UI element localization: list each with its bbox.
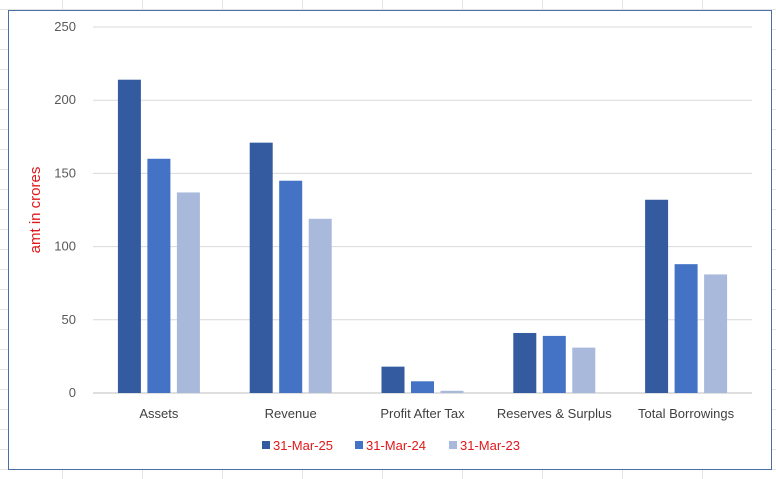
bar-revenue-1[interactable] [279,180,303,393]
legend-swatch [355,441,363,449]
bar-assets-0[interactable] [117,79,141,393]
legend-label: 31-Mar-24 [366,438,426,453]
bar-profit-after-tax-0[interactable] [381,366,405,393]
legend-label: 31-Mar-23 [460,438,520,453]
y-tick-label: 50 [62,312,76,327]
x-category-label: Revenue [265,406,317,421]
bars [117,79,728,393]
x-category-label: Total Borrowings [638,406,735,421]
bar-profit-after-tax-1[interactable] [411,381,434,393]
legend-swatch [262,441,270,449]
y-tick-label: 250 [54,19,76,34]
legend-swatch [449,441,457,449]
legend-label: 31-Mar-25 [273,438,333,453]
bar-total-borrowings-2[interactable] [704,274,728,393]
x-category-label: Reserves & Surplus [497,406,612,421]
y-tick-label: 100 [54,239,76,254]
bar-revenue-2[interactable] [308,218,332,393]
y-axis-ticks: 0 50 100 150 200 250 [54,19,76,400]
bar-total-borrowings-1[interactable] [674,264,698,393]
x-category-label: Profit After Tax [380,406,465,421]
bar-reserves-surplus-2[interactable] [572,347,596,393]
y-tick-label: 200 [54,92,76,107]
bar-profit-after-tax-2[interactable] [440,390,464,393]
y-axis-label: amt in crores [27,167,44,254]
x-category-label: Assets [139,406,179,421]
y-tick-label: 150 [54,165,76,180]
bar-assets-2[interactable] [176,192,200,393]
x-axis-categories: Assets Revenue Profit After Tax Reserves & … [139,406,734,421]
y-tick-label: 0 [69,385,76,400]
bar-reserves-surplus-0[interactable] [513,332,537,393]
gridlines [93,26,752,394]
bar-revenue-0[interactable] [249,142,273,393]
bar-total-borrowings-0[interactable] [645,199,669,393]
legend[interactable]: 31-Mar-25 31-Mar-24 31-Mar-23 [262,438,520,453]
bar-assets-1[interactable] [147,158,171,393]
bar-reserves-surplus-1[interactable] [542,335,566,393]
